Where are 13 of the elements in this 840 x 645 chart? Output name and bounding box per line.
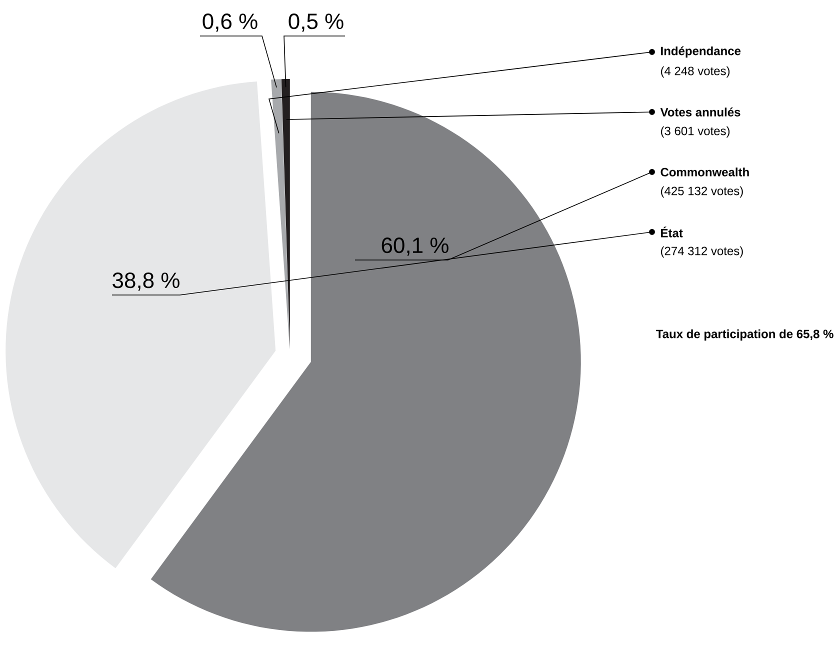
text: (3 601 votes) [661, 126, 730, 138]
text: (4 248 votes) [661, 66, 730, 78]
data-label: 60,1 % [382, 238, 448, 256]
data-label: 0,5 % [288, 14, 344, 32]
data-label: 0,6 % [202, 14, 258, 32]
slice-label: Commonwealth [660, 168, 749, 176]
text: Taux de participation de 65,8 % [656, 329, 834, 341]
data-label: 38,8 % [112, 272, 180, 291]
text: (274 312 votes) [661, 246, 743, 258]
slice-label: Votes annulés [660, 108, 740, 116]
text: (425 132 votes) [661, 186, 743, 198]
slice-label: Indépendance [661, 46, 741, 58]
slice-label: État [661, 226, 683, 238]
